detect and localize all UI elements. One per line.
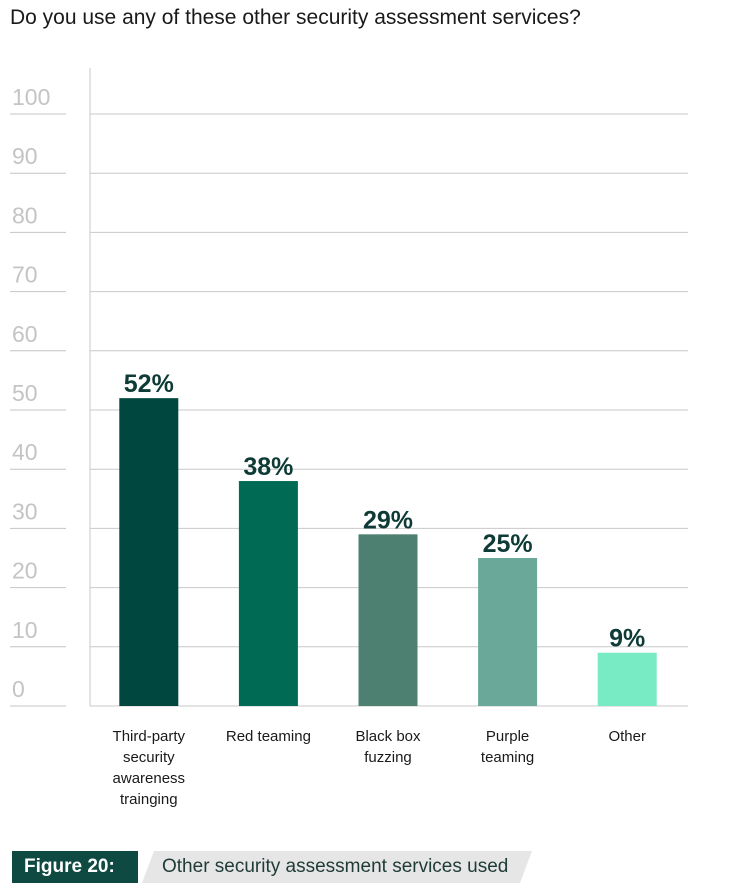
category-label-line: fuzzing [364, 749, 412, 766]
category-labels: Third-party security awareness trainging Red… [113, 728, 646, 808]
value-label: 38% [243, 453, 293, 481]
y-tick-label: 60 [12, 321, 38, 347]
bar [478, 558, 538, 706]
category-label: Purple teaming [481, 728, 534, 766]
bar-chart: 0 10 20 30 40 50 60 70 80 90 100 52% 38% 29% 25% 9% Th… [10, 68, 688, 808]
y-tick-label: 100 [12, 84, 50, 110]
category-label-line: trainging [120, 791, 178, 808]
category-label: Third-party security awareness trainging [113, 728, 186, 808]
y-tick-label: 70 [12, 262, 38, 288]
bar [597, 652, 657, 706]
category-label-line: Third-party [113, 728, 186, 745]
y-tick-label: 90 [12, 143, 38, 169]
bar [358, 534, 418, 706]
category-label-line: Red teaming [226, 728, 311, 745]
y-axis-ticks: 0 10 20 30 40 50 60 70 80 90 100 [10, 84, 66, 707]
y-tick-label: 50 [12, 380, 38, 406]
y-tick-label: 40 [12, 439, 38, 465]
y-tick-label: 10 [12, 617, 38, 643]
y-tick-label: 0 [12, 676, 25, 702]
y-tick-label: 30 [12, 498, 38, 524]
figure-number: Figure 20: [12, 851, 138, 883]
figure-caption-bar: Figure 20: Other security assessment ser… [12, 851, 532, 883]
category-label-line: Other [608, 728, 646, 745]
category-label-line: Black box [355, 728, 421, 745]
value-label: 29% [363, 506, 413, 534]
bar [238, 481, 298, 706]
bars [119, 398, 657, 706]
value-label: 9% [609, 625, 645, 653]
chart-title: Do you use any of these other security a… [10, 6, 581, 29]
bar [119, 398, 179, 706]
value-labels: 52% 38% 29% 25% 9% [124, 370, 645, 653]
y-tick-label: 20 [12, 558, 38, 584]
figure-caption: Other security assessment services used [162, 856, 509, 877]
category-label: Red teaming [226, 728, 311, 745]
category-label: Black box fuzzing [355, 728, 421, 766]
value-label: 25% [483, 530, 533, 558]
category-label-line: security [123, 749, 175, 766]
category-label-line: Purple [486, 728, 529, 745]
value-label: 52% [124, 370, 174, 398]
category-label-line: teaming [481, 749, 534, 766]
category-label-line: awareness [113, 770, 186, 787]
category-label: Other [608, 728, 646, 745]
y-tick-label: 80 [12, 202, 38, 228]
caption-background [142, 851, 532, 883]
